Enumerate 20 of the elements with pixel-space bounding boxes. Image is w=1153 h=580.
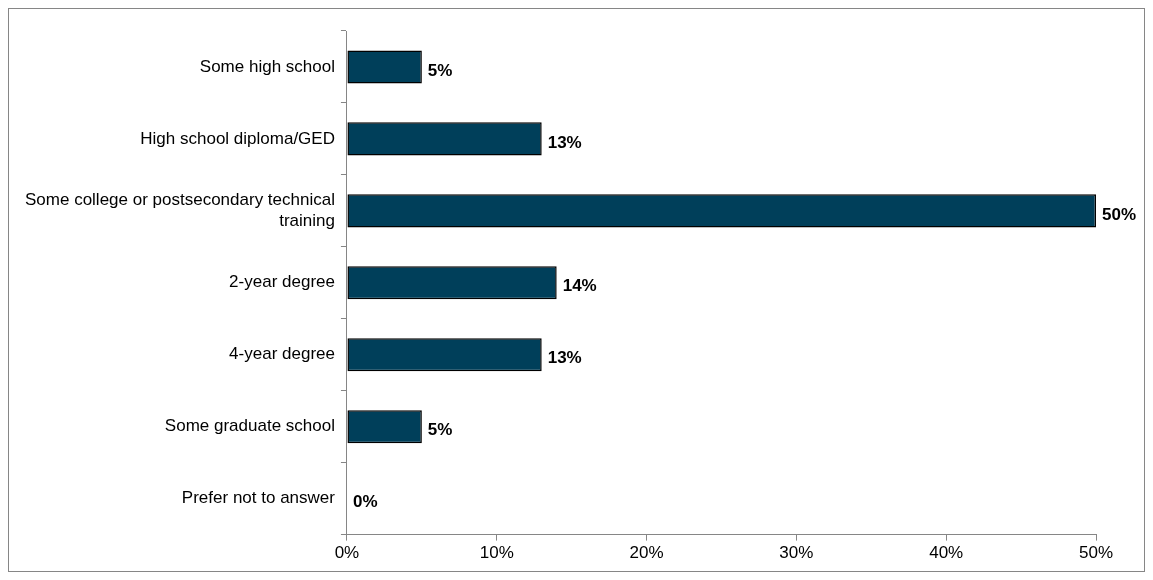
y-tick-label: Some graduate school xyxy=(164,416,335,436)
y-tick-label: 2-year degree xyxy=(229,272,335,292)
y-tick-label: Prefer not to answer xyxy=(181,488,336,508)
y-tick-label: Some college or postsecondary technical training xyxy=(25,190,335,230)
x-tick-label: 30% xyxy=(779,543,814,563)
y-tick-label: Some high school xyxy=(199,56,335,76)
data-label: 13% xyxy=(547,132,582,152)
y-tick-label: 4-year degree xyxy=(229,344,335,364)
data-label: 13% xyxy=(547,348,582,368)
y-tick-label: High school diploma/GED xyxy=(140,128,335,148)
data-label: 5% xyxy=(427,60,453,80)
data-label: 50% xyxy=(1102,204,1137,224)
data-label: 0% xyxy=(352,492,378,512)
data-label: 5% xyxy=(427,420,453,440)
data-label: 14% xyxy=(562,276,597,296)
x-tick-label: 40% xyxy=(929,543,964,563)
x-tick-label: 0% xyxy=(334,543,360,563)
x-tick-label: 50% xyxy=(1078,543,1114,563)
x-tick-label: 20% xyxy=(629,543,664,563)
x-tick-label: 10% xyxy=(479,543,514,563)
